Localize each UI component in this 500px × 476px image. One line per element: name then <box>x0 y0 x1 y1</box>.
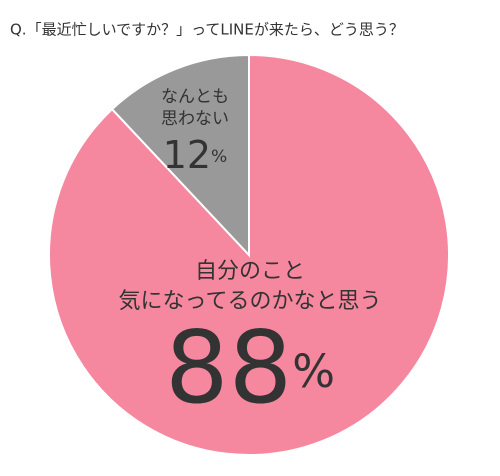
value-part: % <box>211 147 227 167</box>
pie-slice <box>110 53 250 258</box>
value-part: 12 <box>163 133 211 177</box>
label-line: 気になってるのかなと思う <box>119 289 382 314</box>
value-part: % <box>292 345 335 398</box>
value-label: 12% <box>163 133 228 177</box>
pie-slice <box>48 53 450 456</box>
value-label: 88% <box>165 309 335 426</box>
chart-title: Q.「最近忙しいですか？」ってLINEが来たら、どう思う？ <box>10 21 404 39</box>
value-part: 88 <box>165 309 292 426</box>
label-line: なんとも <box>161 87 229 107</box>
label-line: 自分のこと <box>195 259 305 284</box>
slice-label: 自分のこと気になってるのかなと思う <box>119 259 382 314</box>
label-line: 思わない <box>161 109 229 129</box>
slice-label: なんとも思わない <box>161 87 229 129</box>
